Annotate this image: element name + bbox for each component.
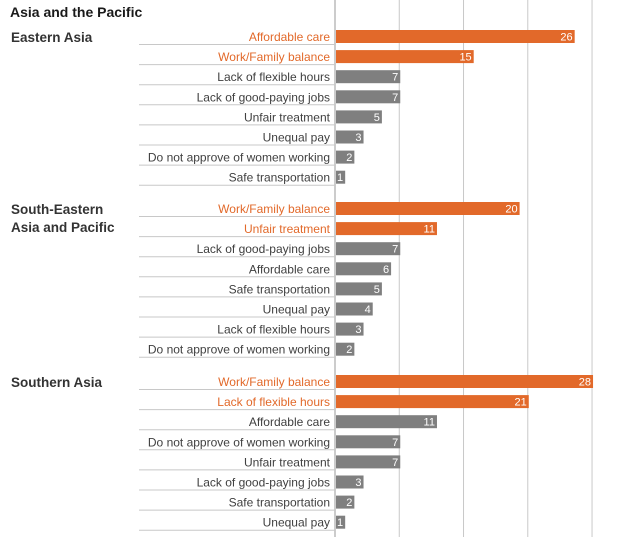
value-label: 26 bbox=[560, 32, 572, 44]
value-label: 11 bbox=[424, 224, 435, 236]
category-label: Do not approve of women working bbox=[148, 435, 330, 449]
category-label: Affordable care bbox=[249, 30, 330, 44]
group-label: Asia and Pacific bbox=[11, 220, 115, 235]
value-label: 5 bbox=[374, 284, 380, 296]
value-label: 7 bbox=[392, 457, 398, 469]
value-label: 2 bbox=[346, 497, 352, 509]
value-label: 4 bbox=[365, 304, 371, 316]
category-label: Do not approve of women working bbox=[148, 343, 330, 357]
value-label: 3 bbox=[355, 324, 361, 336]
category-label: Work/Family balance bbox=[218, 50, 330, 64]
category-label: Safe transportation bbox=[229, 171, 330, 185]
value-label: 11 bbox=[424, 417, 435, 429]
value-label: 7 bbox=[392, 72, 398, 84]
bar bbox=[336, 242, 401, 256]
group-1: Eastern Asia Affordable care 26 Work/Family… bbox=[11, 30, 575, 186]
value-label: 1 bbox=[337, 172, 343, 184]
category-label: Affordable care bbox=[249, 415, 330, 429]
group-label: Southern Asia bbox=[11, 375, 103, 390]
value-label: 7 bbox=[392, 92, 398, 104]
category-label: Lack of good-paying jobs bbox=[197, 242, 330, 256]
category-label: Lack of good-paying jobs bbox=[197, 90, 330, 104]
bar bbox=[336, 375, 594, 388]
category-label: Affordable care bbox=[249, 262, 330, 276]
category-label: Lack of good-paying jobs bbox=[197, 476, 330, 490]
category-label: Unfair treatment bbox=[244, 222, 331, 236]
bar bbox=[336, 435, 401, 449]
value-label: 2 bbox=[346, 344, 352, 356]
value-label: 1 bbox=[337, 517, 343, 529]
category-label: Lack of flexible hours bbox=[217, 323, 330, 337]
group-label: South-Eastern bbox=[11, 202, 103, 217]
category-label: Unequal pay bbox=[263, 516, 330, 530]
bar bbox=[336, 30, 575, 43]
category-label: Unfair treatment bbox=[244, 110, 331, 124]
value-label: 3 bbox=[355, 477, 361, 489]
category-label: Work/Family balance bbox=[218, 202, 330, 216]
bar bbox=[336, 202, 520, 215]
value-label: 6 bbox=[383, 264, 389, 276]
bar bbox=[336, 90, 401, 104]
bar bbox=[336, 150, 355, 164]
value-label: 7 bbox=[392, 244, 398, 256]
bar bbox=[336, 262, 392, 276]
bar bbox=[336, 50, 474, 64]
value-label: 15 bbox=[459, 52, 471, 64]
bar bbox=[336, 110, 382, 124]
bar bbox=[336, 222, 437, 236]
category-label: Lack of flexible hours bbox=[217, 70, 330, 84]
value-label: 28 bbox=[579, 377, 591, 389]
value-label: 20 bbox=[505, 204, 517, 216]
category-label: Work/Family balance bbox=[218, 375, 330, 389]
bar bbox=[336, 170, 346, 184]
category-label: Unfair treatment bbox=[244, 455, 331, 469]
group-2: South-Eastern Asia and Pacific Work/Family… bbox=[11, 202, 520, 358]
group-label: Eastern Asia bbox=[11, 30, 93, 45]
bar bbox=[336, 495, 355, 509]
bar bbox=[336, 515, 346, 529]
chart-title: Asia and the Pacific bbox=[10, 4, 142, 20]
bar bbox=[336, 415, 437, 429]
bar bbox=[336, 342, 355, 356]
value-label: 7 bbox=[392, 437, 398, 449]
bar bbox=[336, 282, 382, 296]
category-label: Unequal pay bbox=[263, 303, 330, 317]
bar bbox=[336, 130, 364, 144]
category-label: Unequal pay bbox=[263, 131, 330, 145]
category-label: Do not approve of women working bbox=[148, 151, 330, 165]
value-label: 21 bbox=[515, 397, 527, 409]
bar bbox=[336, 70, 401, 84]
category-label: Lack of flexible hours bbox=[217, 395, 330, 409]
bar bbox=[336, 395, 529, 409]
chart-groups: Eastern Asia Affordable care 26Work/Family… bbox=[11, 30, 594, 531]
category-label: Safe transportation bbox=[229, 496, 330, 510]
bar bbox=[336, 475, 364, 489]
bar bbox=[336, 455, 401, 469]
bar bbox=[336, 302, 373, 316]
category-label: Safe transportation bbox=[229, 282, 330, 296]
value-label: 3 bbox=[355, 132, 361, 144]
group-3: Southern Asia Work/Family balance 28 Lack o… bbox=[11, 375, 594, 531]
value-label: 5 bbox=[374, 112, 380, 124]
bar bbox=[336, 322, 364, 336]
value-label: 2 bbox=[346, 152, 352, 164]
